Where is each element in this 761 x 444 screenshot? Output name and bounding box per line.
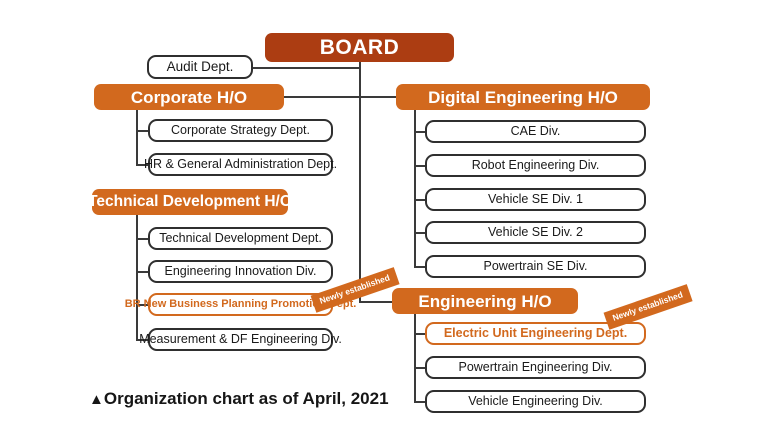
node-label: Vehicle SE Div. 2 bbox=[488, 225, 583, 240]
node-audit-dept-label: Audit Dept. bbox=[166, 59, 234, 75]
node-technical-development-ho[interactable]: Technical Development H/O bbox=[88, 189, 292, 215]
node-audit-dept[interactable]: Audit Dept. bbox=[147, 55, 253, 79]
node-corporate-strategy-dept[interactable]: Corporate Strategy Dept. bbox=[148, 119, 333, 142]
connector-corporate-stub-0 bbox=[136, 130, 148, 132]
connector-corporate-stub-1 bbox=[136, 164, 148, 166]
connector-engineering-spine bbox=[414, 311, 416, 402]
connector-corporate-spine bbox=[136, 106, 138, 166]
connector-technical-stub-3 bbox=[136, 339, 148, 341]
node-label: Powertrain Engineering Div. bbox=[458, 360, 613, 375]
node-digital-engineering-ho-label: Digital Engineering H/O bbox=[428, 87, 618, 107]
node-powertrain-engineering-div[interactable]: Powertrain Engineering Div. bbox=[425, 356, 646, 379]
node-label: Vehicle Engineering Div. bbox=[468, 394, 603, 409]
chart-caption-text: Organization chart as of April, 2021 bbox=[103, 389, 389, 408]
connector-engineering-ho bbox=[359, 301, 393, 303]
connector-digital-stub-1 bbox=[414, 165, 426, 167]
node-label: Electric Unit Engineering Dept. bbox=[443, 326, 628, 341]
node-vehicle-engineering-div[interactable]: Vehicle Engineering Div. bbox=[425, 390, 646, 413]
connector-technical-stub-2 bbox=[136, 304, 148, 306]
node-engineering-ho[interactable]: Engineering H/O bbox=[392, 288, 578, 314]
node-digital-engineering-ho[interactable]: Digital Engineering H/O bbox=[396, 84, 650, 110]
connector-engineering-stub-2 bbox=[414, 401, 426, 403]
connector-digital-stub-4 bbox=[414, 266, 426, 268]
node-cae-div[interactable]: CAE Div. bbox=[425, 120, 646, 143]
connector-engineering-stub-1 bbox=[414, 367, 426, 369]
connector-audit bbox=[252, 67, 360, 69]
connector-digital-ho bbox=[359, 96, 406, 98]
badge-label: Newly established bbox=[611, 289, 685, 323]
node-label: Vehicle SE Div. 1 bbox=[488, 192, 583, 207]
connector-digital-spine bbox=[414, 106, 416, 268]
connector-digital-stub-0 bbox=[414, 131, 426, 133]
node-label: Engineering Innovation Div. bbox=[164, 264, 317, 279]
node-label: Corporate Strategy Dept. bbox=[171, 123, 310, 138]
node-measurement-df-engineering-div[interactable]: Measurement & DF Engineering Div. bbox=[139, 328, 342, 351]
node-electric-unit-engineering-dept[interactable]: Electric Unit Engineering Dept. bbox=[425, 322, 646, 345]
connector-technical-spine bbox=[136, 211, 138, 341]
node-engineering-innovation-div[interactable]: Engineering Innovation Div. bbox=[148, 260, 333, 283]
connector-corporate-ho bbox=[283, 96, 360, 98]
node-label: Powertrain SE Div. bbox=[483, 259, 588, 274]
connector-engineering-stub-0 bbox=[414, 333, 426, 335]
node-corporate-ho[interactable]: Corporate H/O bbox=[94, 84, 284, 110]
badge-newly-established-engineering: Newly established bbox=[603, 284, 693, 330]
node-corporate-ho-label: Corporate H/O bbox=[130, 87, 248, 107]
node-label: Measurement & DF Engineering Div. bbox=[139, 332, 342, 347]
node-label: CAE Div. bbox=[510, 124, 561, 139]
chart-caption: ▲Organization chart as of April, 2021 bbox=[89, 390, 389, 407]
node-label: Robot Engineering Div. bbox=[471, 158, 600, 173]
node-board[interactable]: BOARD bbox=[265, 33, 454, 62]
connector-technical-stub-0 bbox=[136, 238, 148, 240]
node-label: HR & General Administration Dept. bbox=[143, 157, 338, 172]
node-vehicle-se-div-1[interactable]: Vehicle SE Div. 1 bbox=[425, 188, 646, 211]
node-hr-general-administration-dept[interactable]: HR & General Administration Dept. bbox=[144, 153, 337, 176]
node-technical-development-dept[interactable]: Technical Development Dept. bbox=[148, 227, 333, 250]
connector-digital-stub-3 bbox=[414, 232, 426, 234]
node-robot-engineering-div[interactable]: Robot Engineering Div. bbox=[425, 154, 646, 177]
node-engineering-ho-label: Engineering H/O bbox=[418, 291, 552, 311]
node-vehicle-se-div-2[interactable]: Vehicle SE Div. 2 bbox=[425, 221, 646, 244]
node-technical-development-ho-label: Technical Development H/O bbox=[88, 193, 292, 211]
node-powertrain-se-div[interactable]: Powertrain SE Div. bbox=[425, 255, 646, 278]
node-label: Technical Development Dept. bbox=[159, 231, 322, 246]
node-label: BR New Business Planning Promotion Dept. bbox=[124, 298, 357, 310]
connector-main-trunk bbox=[359, 62, 361, 303]
connector-digital-stub-2 bbox=[414, 199, 426, 201]
triangle-marker-icon: ▲ bbox=[89, 391, 104, 408]
node-board-label: BOARD bbox=[319, 36, 400, 59]
node-br-new-business-planning-promotion-dept[interactable]: BR New Business Planning Promotion Dept. bbox=[125, 293, 356, 316]
connector-technical-stub-1 bbox=[136, 271, 148, 273]
